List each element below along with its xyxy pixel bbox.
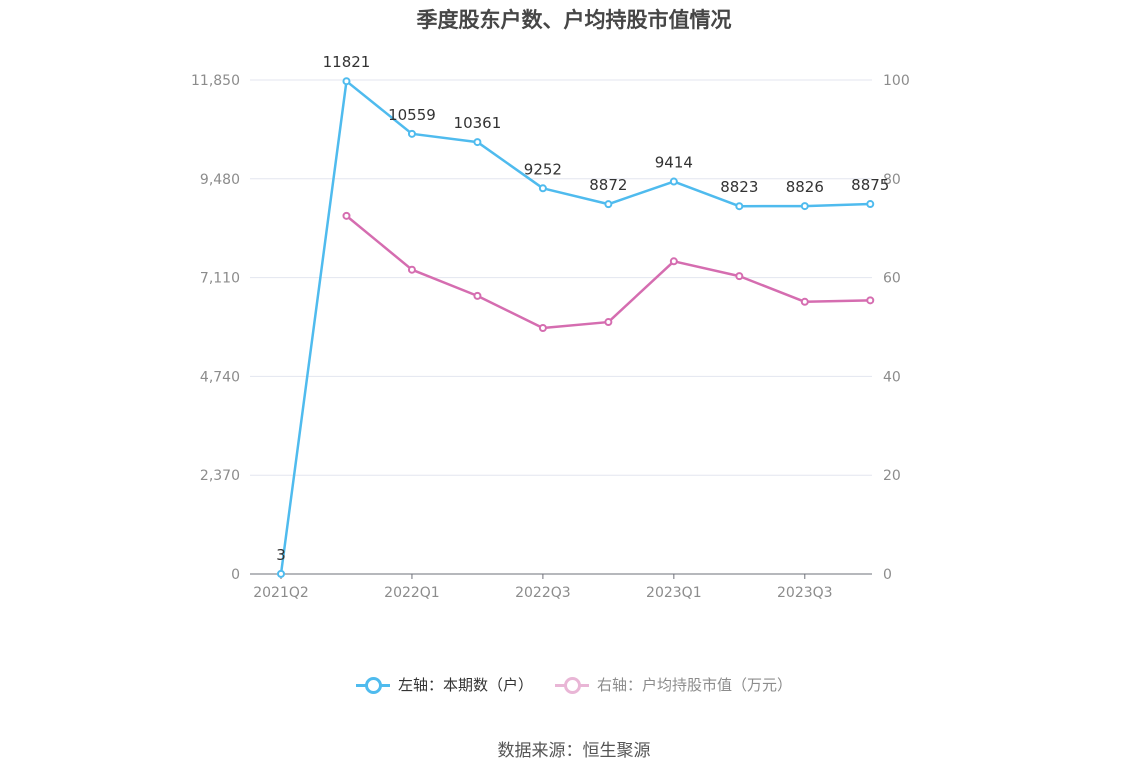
data-point-0 — [473, 138, 482, 147]
y-right-tick-label: 20 — [883, 468, 901, 484]
y-left-tick-label: 0 — [231, 567, 240, 583]
data-point-1 — [735, 272, 744, 281]
data-label: 11821 — [323, 53, 371, 71]
data-point-1 — [669, 257, 678, 266]
x-tick-label: 2023Q3 — [777, 585, 833, 601]
data-point-0 — [342, 77, 351, 86]
data-point-1 — [342, 211, 351, 220]
y-right-tick-label: 80 — [883, 172, 901, 188]
y-right-tick-label: 100 — [883, 73, 910, 89]
data-point-0 — [277, 569, 285, 578]
data-point-0 — [604, 200, 613, 209]
legend-item-left-series[interactable]: 左轴：本期数（户） — [355, 674, 533, 695]
series-line-1 — [345, 214, 871, 330]
data-point-1 — [407, 265, 416, 274]
y-left-tick-label: 9,480 — [200, 172, 240, 188]
legend-swatch-left-icon — [355, 676, 390, 694]
data-point-1 — [604, 318, 613, 327]
data-label: 8823 — [720, 178, 758, 196]
x-tick-label: 2021Q2 — [253, 585, 309, 601]
data-label: 8875 — [851, 176, 889, 194]
data-point-0 — [538, 184, 547, 193]
x-tick-label: 2023Q1 — [646, 585, 702, 601]
legend-label-left: 左轴：本期数（户） — [397, 676, 533, 694]
x-tick-label: 2022Q3 — [515, 585, 571, 601]
data-label: 10559 — [388, 106, 436, 124]
data-point-0 — [407, 129, 416, 138]
legend-item-right-series[interactable]: 右轴：户均持股市值（万元） — [555, 674, 792, 695]
y-left-tick-label: 2,370 — [200, 468, 240, 484]
y-right-tick-label: 40 — [883, 369, 901, 385]
data-label: 8826 — [786, 178, 824, 196]
chart-title: 季度股东户数、户均持股市值情况 — [416, 8, 732, 32]
y-right-tick-label: 60 — [883, 271, 901, 287]
x-tick-label: 2022Q1 — [384, 585, 440, 601]
data-label: 9252 — [524, 160, 562, 178]
legend-swatch-right-icon — [555, 676, 589, 694]
series-line-0 — [279, 79, 871, 575]
data-label: 9414 — [655, 154, 693, 172]
y-right-tick-label: 0 — [883, 567, 892, 583]
legend: 左轴：本期数（户） 右轴：户均持股市值（万元） — [0, 674, 1148, 695]
data-point-0 — [735, 202, 744, 211]
data-point-1 — [538, 323, 547, 332]
source-text: 数据来源：恒生聚源 — [497, 741, 651, 761]
data-label: 10361 — [454, 114, 502, 132]
data-point-0 — [669, 177, 678, 186]
legend-label-right: 右轴：户均持股市值（万元） — [597, 676, 793, 694]
data-point-1 — [800, 297, 809, 306]
data-point-1 — [473, 291, 482, 300]
data-point-0 — [800, 202, 809, 211]
y-left-tick-label: 11,850 — [191, 73, 240, 89]
y-left-tick-label: 7,110 — [200, 271, 240, 287]
data-label: 8872 — [589, 176, 627, 194]
data-label: 3 — [276, 546, 286, 564]
y-left-tick-label: 4,740 — [200, 369, 240, 385]
data-point-1 — [866, 296, 875, 305]
data-point-0 — [866, 200, 875, 209]
chart-plot: 0 0 2,370 20 4,740 40 7,110 60 9,480 80 11,850 100 2… — [191, 53, 910, 601]
